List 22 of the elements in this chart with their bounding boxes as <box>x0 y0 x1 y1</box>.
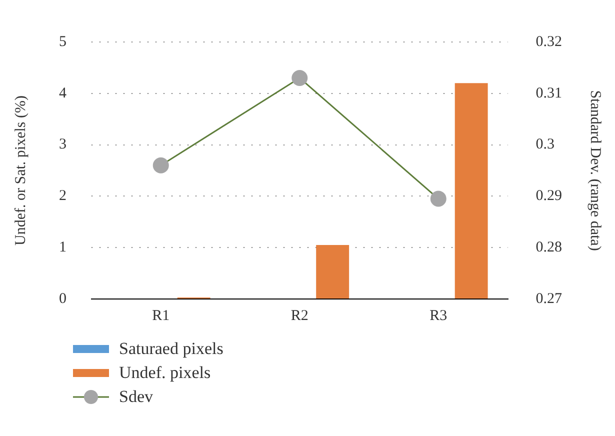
bar <box>316 245 350 298</box>
bar <box>454 83 488 298</box>
y2-tick-label: 0.27 <box>536 290 562 307</box>
y-axis-title: Undef. or Sat. pixels (%) <box>12 96 29 246</box>
y2-tick-label: 0.31 <box>536 85 562 102</box>
x-tick-label: R1 <box>152 308 170 324</box>
legend-label: Undef. pixels <box>119 363 211 383</box>
y2-tick-label: 0.29 <box>536 188 562 204</box>
y-tick-label: 1 <box>59 240 66 256</box>
y-tick-label: 2 <box>59 188 66 204</box>
y2-tick-label: 0.32 <box>536 34 562 50</box>
y-tick-label: 5 <box>59 34 66 50</box>
y-tick-label: 4 <box>59 85 67 102</box>
x-tick-label: R2 <box>290 308 308 324</box>
y2-tick-label: 0.3 <box>536 136 554 153</box>
y-tick-label: 0 <box>59 290 66 307</box>
y2-tick-label: 0.28 <box>536 240 562 256</box>
x-tick-label: R3 <box>430 308 448 324</box>
legend-label: Saturaed pixels <box>119 339 224 359</box>
y-tick-label: 3 <box>59 136 66 153</box>
legend-label: Sdev <box>119 387 153 407</box>
y2-axis-title: Standard Dev. (range data) <box>587 90 604 251</box>
